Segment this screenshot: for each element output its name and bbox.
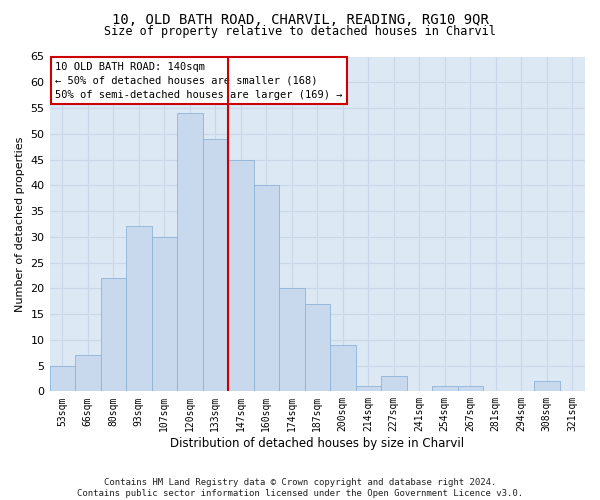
Bar xyxy=(356,386,381,392)
Y-axis label: Number of detached properties: Number of detached properties xyxy=(15,136,25,312)
Bar xyxy=(177,113,203,392)
Bar xyxy=(254,186,279,392)
Bar xyxy=(50,366,75,392)
Bar xyxy=(279,288,305,392)
Bar xyxy=(228,160,254,392)
Bar xyxy=(203,139,228,392)
Bar xyxy=(75,356,101,392)
Text: Size of property relative to detached houses in Charvil: Size of property relative to detached ho… xyxy=(104,25,496,38)
X-axis label: Distribution of detached houses by size in Charvil: Distribution of detached houses by size … xyxy=(170,437,464,450)
Text: 10 OLD BATH ROAD: 140sqm
← 50% of detached houses are smaller (168)
50% of semi-: 10 OLD BATH ROAD: 140sqm ← 50% of detach… xyxy=(55,62,343,100)
Bar xyxy=(330,345,356,392)
Text: 10, OLD BATH ROAD, CHARVIL, READING, RG10 9QR: 10, OLD BATH ROAD, CHARVIL, READING, RG1… xyxy=(112,12,488,26)
Bar xyxy=(152,237,177,392)
Bar xyxy=(126,226,152,392)
Bar xyxy=(381,376,407,392)
Bar xyxy=(458,386,483,392)
Bar xyxy=(534,381,560,392)
Bar xyxy=(432,386,458,392)
Bar xyxy=(305,304,330,392)
Text: Contains HM Land Registry data © Crown copyright and database right 2024.
Contai: Contains HM Land Registry data © Crown c… xyxy=(77,478,523,498)
Bar xyxy=(101,278,126,392)
